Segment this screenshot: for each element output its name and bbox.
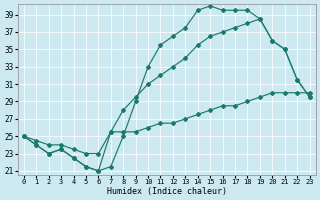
X-axis label: Humidex (Indice chaleur): Humidex (Indice chaleur) <box>107 187 227 196</box>
